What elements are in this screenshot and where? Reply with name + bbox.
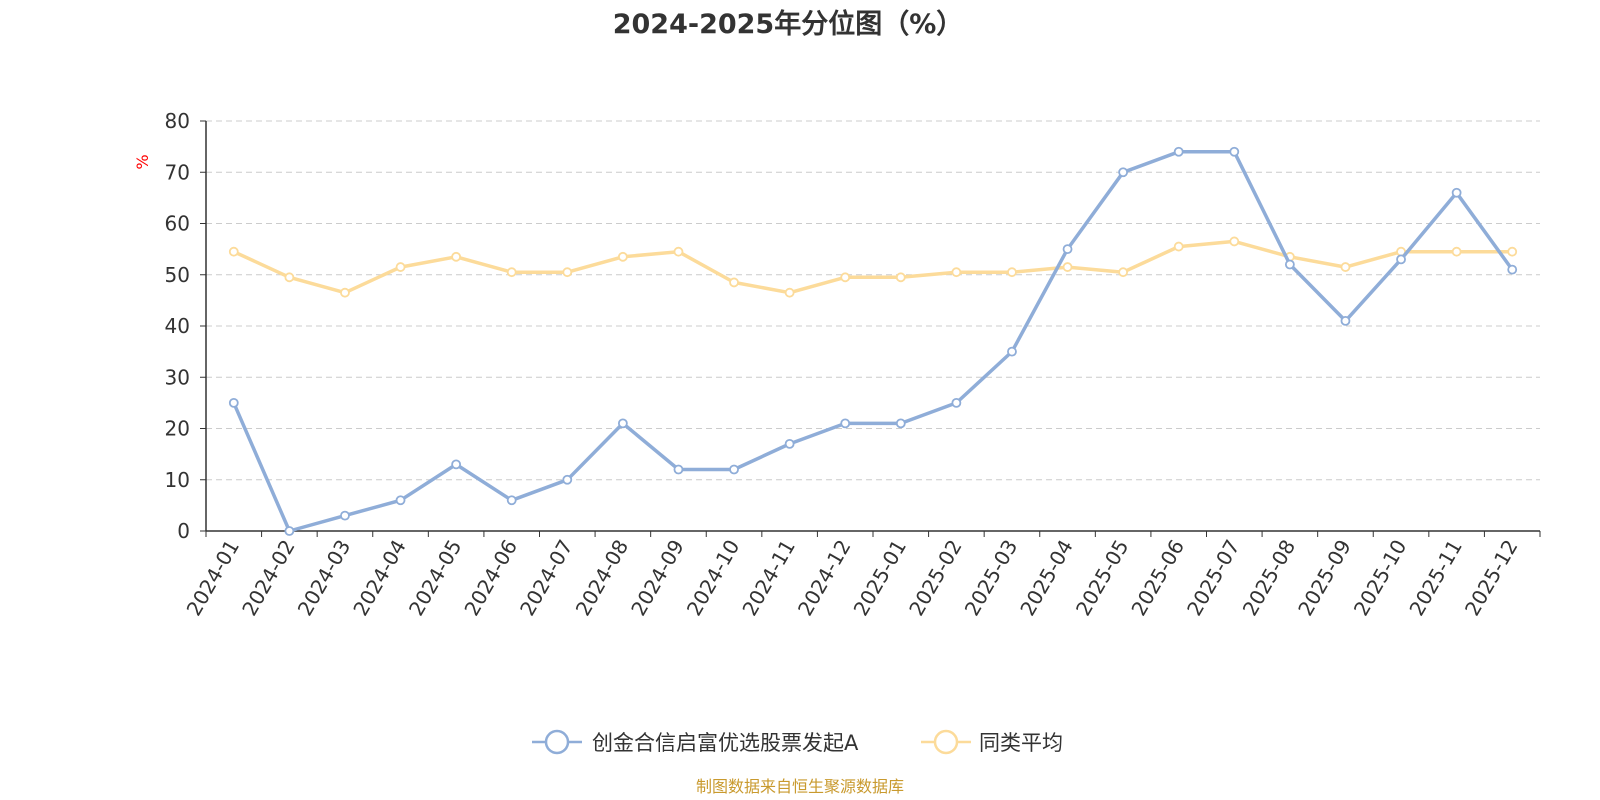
legend-marker xyxy=(544,729,570,755)
legend-item[interactable]: 创金合信启富优选股票发起A xyxy=(532,729,859,755)
data-point xyxy=(895,418,906,429)
y-tick-label: 40 xyxy=(165,314,190,338)
chart-title: 2024-2025年分位图（%） xyxy=(613,8,964,40)
x-tick-label: 2025-04 xyxy=(1015,536,1078,620)
x-tick-label: 2024-03 xyxy=(293,536,356,620)
data-point xyxy=(1396,254,1406,265)
data-point xyxy=(895,272,906,283)
data-point xyxy=(1229,146,1240,157)
data-point xyxy=(1340,262,1351,272)
data-point xyxy=(784,287,795,298)
series-0 xyxy=(228,146,1518,536)
x-tick-label: 2025-08 xyxy=(1238,536,1301,620)
x-tick-label: 2024-11 xyxy=(737,536,800,620)
data-point xyxy=(451,251,462,262)
data-point xyxy=(1062,244,1073,255)
data-point xyxy=(840,418,851,429)
data-point xyxy=(840,272,851,283)
y-tick-label: 20 xyxy=(165,417,190,441)
x-tick-label: 2025-06 xyxy=(1126,536,1189,620)
data-point xyxy=(1173,241,1184,252)
data-point xyxy=(729,464,739,475)
data-point xyxy=(562,474,573,485)
data-point xyxy=(1118,167,1129,178)
data-point xyxy=(1229,236,1240,247)
data-point xyxy=(951,397,962,408)
data-point xyxy=(395,262,406,272)
x-tick-label: 2025-09 xyxy=(1293,536,1356,620)
x-tick-label: 2025-10 xyxy=(1349,536,1412,620)
x-tick-label: 2024-09 xyxy=(626,536,689,620)
x-tick-label: 2024-10 xyxy=(682,536,745,620)
y-axis-unit-label: % xyxy=(133,154,152,169)
data-point xyxy=(951,267,962,278)
data-point xyxy=(1173,146,1184,157)
x-tick-label: 2025-03 xyxy=(960,535,1023,619)
x-tick-label: 2025-01 xyxy=(849,536,912,620)
data-point xyxy=(451,459,462,470)
y-tick-label: 60 xyxy=(165,212,190,236)
data-point xyxy=(1451,187,1462,198)
x-tick-label: 2024-12 xyxy=(793,536,856,620)
x-tick-label: 2025-12 xyxy=(1460,536,1523,620)
gridlines xyxy=(206,120,1540,481)
legend-item[interactable]: 同类平均 xyxy=(921,729,1063,755)
legend-marker xyxy=(933,729,959,755)
data-point xyxy=(1284,259,1295,270)
data-point xyxy=(729,277,739,288)
data-point xyxy=(1007,346,1017,357)
source-note: 制图数据来自恒生聚源数据库 xyxy=(696,777,904,796)
data-point xyxy=(1340,315,1351,326)
data-point xyxy=(1118,267,1129,278)
y-tick-label: 80 xyxy=(165,109,190,133)
y-tick-label: 0 xyxy=(177,519,190,543)
x-tick-label: 2024-06 xyxy=(459,536,522,620)
x-tick-label: 2025-05 xyxy=(1071,536,1134,620)
legend-label: 创金合信启富优选股票发起A xyxy=(592,731,859,755)
legend: 创金合信启富优选股票发起A 同类平均 xyxy=(532,729,1063,755)
x-tick-label: 2024-05 xyxy=(404,536,467,620)
data-point xyxy=(228,397,239,408)
data-point xyxy=(1507,264,1518,275)
axes: 010203040506070802024-012024-022024-0320… xyxy=(165,109,1541,620)
data-point xyxy=(1507,246,1518,257)
y-tick-label: 50 xyxy=(165,263,190,287)
x-tick-label: 2024-07 xyxy=(515,536,578,620)
data-point xyxy=(506,267,517,278)
data-point xyxy=(395,495,406,506)
x-tick-label: 2024-04 xyxy=(348,536,411,620)
data-point xyxy=(562,267,573,278)
data-point xyxy=(1007,267,1017,278)
data-point xyxy=(784,438,795,449)
x-tick-label: 2024-01 xyxy=(182,536,245,620)
x-tick-label: 2025-02 xyxy=(904,536,967,620)
x-tick-label: 2025-11 xyxy=(1404,536,1467,620)
data-point xyxy=(1062,262,1073,272)
x-tick-label: 2025-07 xyxy=(1182,536,1245,620)
data-point xyxy=(617,418,628,429)
series-line xyxy=(232,150,1514,533)
data-point xyxy=(673,246,684,257)
data-point xyxy=(340,287,350,298)
y-tick-label: 10 xyxy=(165,468,190,492)
series-1 xyxy=(228,236,1518,298)
legend-label: 同类平均 xyxy=(979,731,1063,755)
x-tick-label: 2024-02 xyxy=(237,536,300,620)
data-point xyxy=(617,251,628,262)
y-tick-label: 30 xyxy=(165,365,190,389)
y-tick-label: 70 xyxy=(165,160,190,184)
data-point xyxy=(673,464,684,475)
data-point xyxy=(506,495,517,506)
x-tick-label: 2024-08 xyxy=(571,536,634,620)
data-point xyxy=(340,510,350,521)
data-point xyxy=(228,246,239,257)
data-point xyxy=(284,272,295,283)
data-point xyxy=(1451,246,1462,257)
series-line xyxy=(232,239,1514,295)
data-point xyxy=(284,526,295,536)
series-lines xyxy=(228,146,1518,536)
